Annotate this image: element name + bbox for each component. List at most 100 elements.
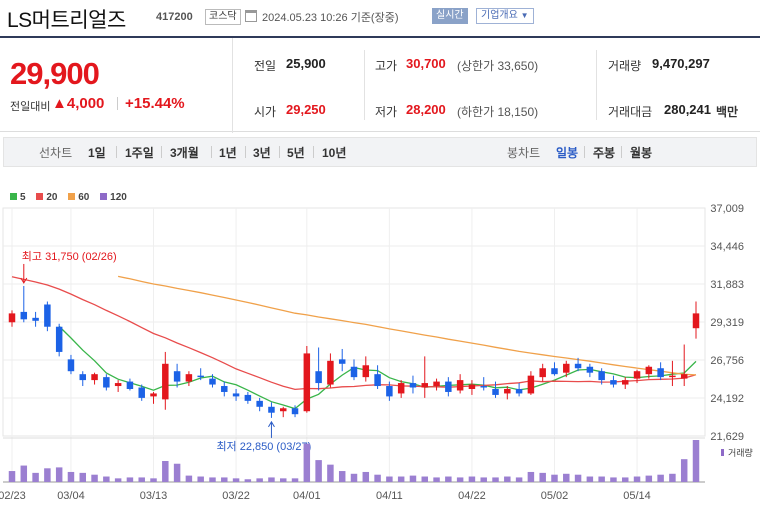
tab-10y[interactable]: 10년 (322, 146, 347, 160)
candle-body (221, 386, 228, 392)
candle-body (279, 408, 287, 412)
volume-bar (173, 463, 181, 482)
candle-body (303, 353, 311, 412)
stock-code: 417200 (156, 11, 193, 23)
x-tick-label: 03/13 (140, 490, 168, 502)
candle-body (669, 375, 676, 378)
volume-bar (551, 474, 558, 482)
realtime-button[interactable]: 실시간 (432, 8, 468, 24)
company-overview-dropdown[interactable]: 기업개요 ▼ (476, 8, 534, 24)
stock-name: LS머트리얼즈 (7, 9, 126, 32)
divider (621, 146, 622, 158)
x-tick-label: 02/23 (0, 490, 26, 502)
volume-bar (645, 475, 653, 482)
current-price: 29,900 (10, 56, 100, 91)
volume-bar (8, 471, 16, 482)
legend-label: 120 (110, 192, 127, 203)
candle-body (268, 406, 275, 413)
x-tick-label: 05/14 (623, 490, 651, 502)
tab-daily[interactable]: 일봉 (556, 146, 579, 160)
candle-body (44, 304, 51, 327)
volume-bar (621, 477, 629, 482)
candle-body (551, 368, 558, 375)
volume-bar (563, 473, 570, 482)
volume-bar (126, 477, 134, 482)
candle-body (386, 386, 393, 397)
volume-bar (386, 476, 393, 482)
moving-average-lines (11, 275, 697, 410)
ma20-line (11, 276, 697, 391)
volume-bar (657, 474, 664, 482)
tab-monthly[interactable]: 월봉 (630, 146, 653, 160)
stock-header: LS머트리얼즈 417200 코스닥 2024.05.23 10:26 기준(장… (0, 0, 760, 36)
volume-bar (197, 476, 204, 482)
candle-body (527, 375, 535, 394)
legend-item-ma60: 60 (68, 192, 89, 203)
candle-body (338, 359, 346, 364)
volume-label: 거래량 (608, 59, 642, 73)
tab-1w[interactable]: 1주일 (125, 146, 154, 160)
y-tick-label: 37,009 (710, 203, 744, 215)
x-tick-label: 05/02 (541, 490, 569, 502)
tab-1d[interactable]: 1일 (88, 146, 106, 160)
x-tick-label: 04/22 (458, 490, 486, 502)
candle-body (315, 371, 322, 384)
volume-bar (138, 477, 145, 482)
divider (279, 146, 280, 158)
candle-body (574, 363, 582, 369)
candle-body (468, 384, 476, 389)
tab-weekly[interactable]: 주봉 (593, 146, 616, 160)
low-value: 28,200 (406, 102, 446, 117)
legend-item-ma120: 120 (100, 192, 127, 203)
company-overview-label: 기업개요 (481, 10, 518, 21)
volume-bar (44, 468, 51, 482)
candle-body (55, 326, 63, 352)
chart-grid (2, 207, 706, 483)
volume-bar (598, 476, 605, 482)
volume-bar (692, 440, 700, 482)
volume-bar (492, 477, 499, 482)
price-change: ▲4,000 (52, 95, 104, 112)
divider (116, 146, 117, 158)
candle-chart-label: 봉차트 (507, 146, 541, 160)
candle-body (515, 388, 523, 394)
volume-bar (409, 475, 417, 482)
divider (117, 97, 118, 110)
candle-body (232, 393, 240, 397)
prev-close-label: 전일 (254, 59, 277, 73)
tab-3y[interactable]: 3년 (253, 146, 271, 160)
min-price-label: 최저 22,850 (03/27) (216, 440, 311, 453)
candle-body (173, 371, 181, 382)
candle-body (586, 366, 594, 373)
volume-bar (445, 476, 452, 482)
volume-bar (633, 476, 641, 482)
candle-body (645, 366, 653, 375)
candle-body (32, 317, 39, 321)
candle-body (209, 378, 216, 385)
candle-body (291, 408, 299, 415)
tab-1y[interactable]: 1년 (219, 146, 237, 160)
candle-body (327, 360, 334, 385)
ma-legend: 5 20 60 120 (10, 192, 127, 203)
y-tick-label: 21,629 (710, 431, 744, 443)
candle-body (563, 363, 570, 373)
min-arrow-head (268, 420, 275, 428)
candle-body (362, 365, 370, 378)
price-change-value: 4,000 (66, 95, 105, 112)
tab-3m[interactable]: 3개월 (170, 146, 199, 160)
tab-5y[interactable]: 5년 (287, 146, 305, 160)
volume-bar (338, 471, 346, 482)
volume-bars (8, 440, 700, 482)
volume-bar (586, 476, 594, 482)
candle-body (374, 374, 381, 387)
candle-body (621, 380, 629, 385)
y-tick-label: 34,446 (710, 241, 744, 253)
x-tick-label: 04/11 (376, 490, 403, 502)
y-tick-label: 31,883 (710, 279, 744, 291)
legend-label: 20 (46, 192, 58, 203)
candle-body (150, 393, 157, 397)
candle-body (350, 366, 358, 378)
volume-legend-swatch (721, 449, 724, 456)
volume-bar (291, 478, 299, 482)
up-triangle-icon: ▲ (52, 95, 67, 112)
